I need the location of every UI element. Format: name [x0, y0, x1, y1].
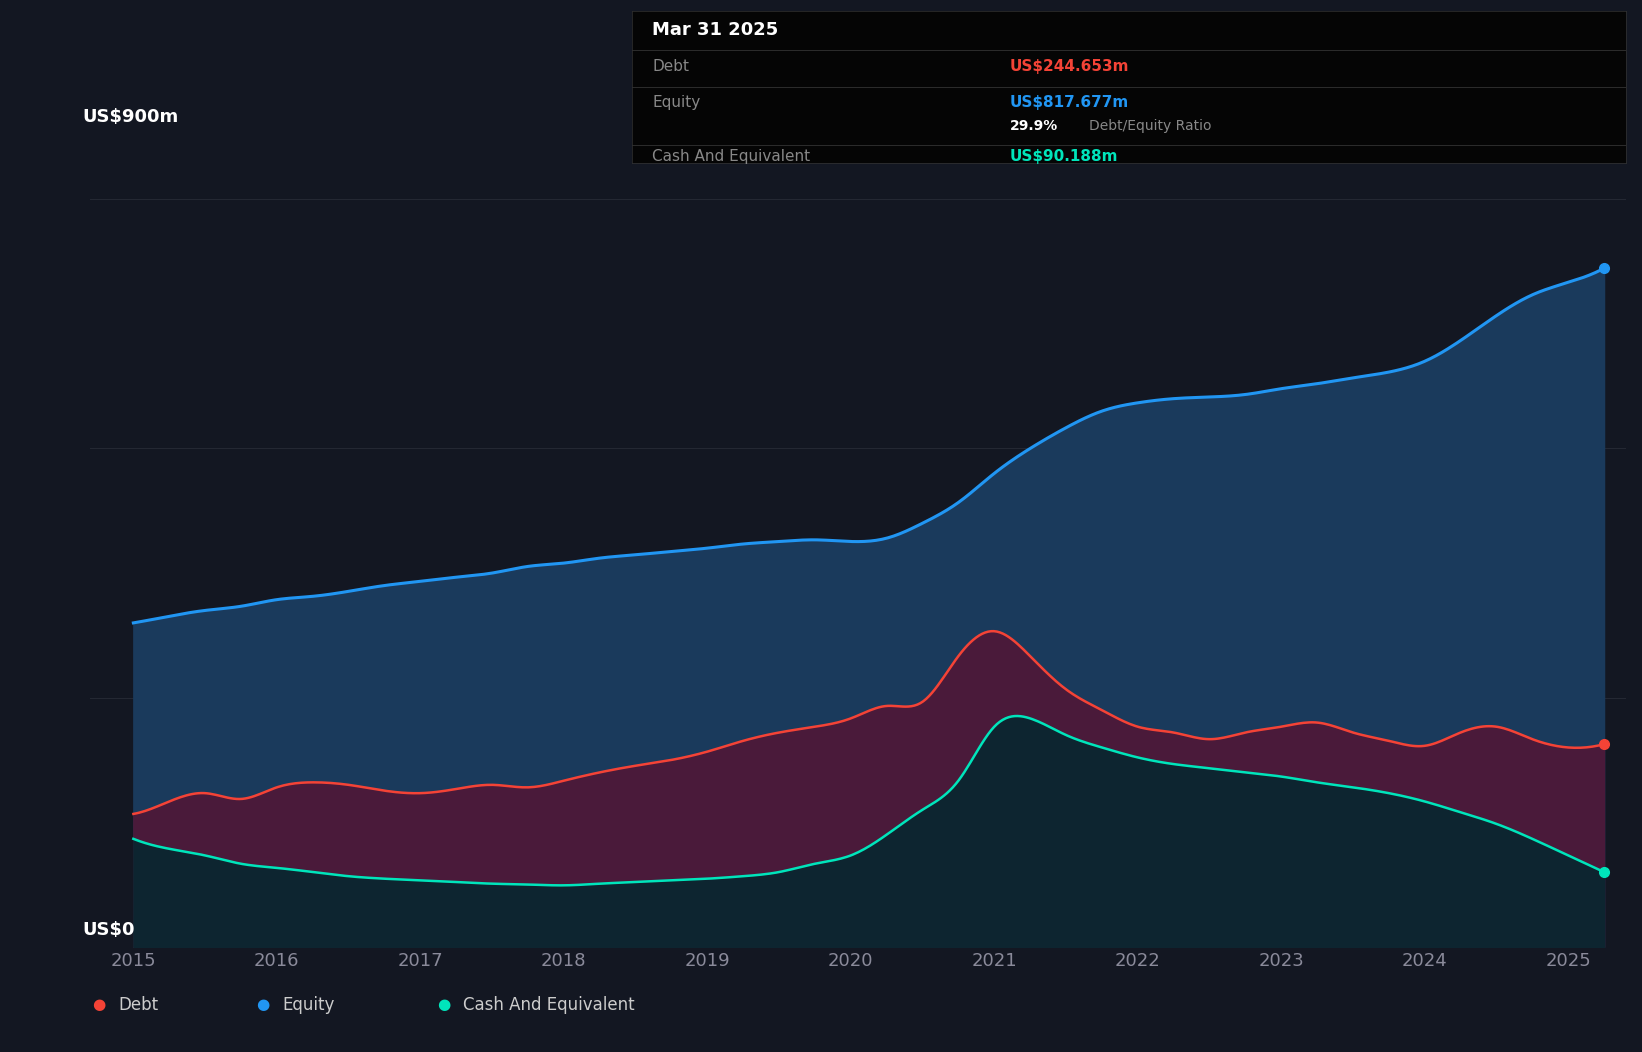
Text: Cash And Equivalent: Cash And Equivalent [463, 995, 635, 1014]
Text: Cash And Equivalent: Cash And Equivalent [652, 149, 810, 164]
Text: 29.9%: 29.9% [1010, 120, 1057, 134]
Text: Debt: Debt [652, 60, 690, 75]
Text: ●: ● [92, 997, 105, 1012]
Text: ●: ● [437, 997, 450, 1012]
Text: US$90.188m: US$90.188m [1010, 149, 1118, 164]
Text: Equity: Equity [282, 995, 335, 1014]
Text: Debt/Equity Ratio: Debt/Equity Ratio [1089, 120, 1212, 134]
Text: US$0: US$0 [82, 920, 135, 938]
Text: Equity: Equity [652, 95, 699, 109]
Text: ●: ● [256, 997, 269, 1012]
Text: Debt: Debt [118, 995, 158, 1014]
Text: US$817.677m: US$817.677m [1010, 95, 1130, 109]
Text: Mar 31 2025: Mar 31 2025 [652, 21, 778, 39]
Text: US$900m: US$900m [82, 108, 179, 126]
Text: US$244.653m: US$244.653m [1010, 60, 1130, 75]
